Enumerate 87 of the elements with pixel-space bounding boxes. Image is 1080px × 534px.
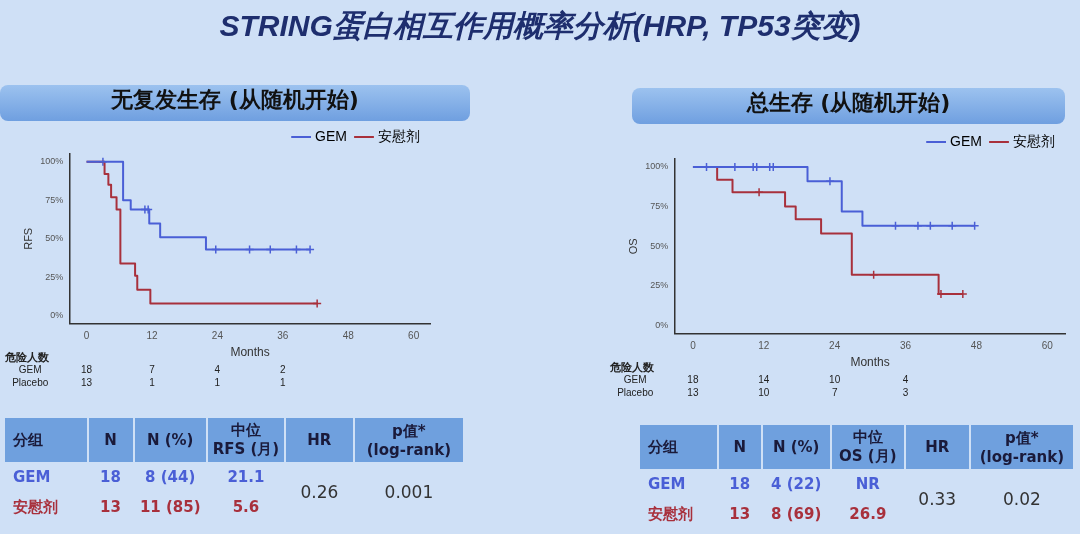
x-tick-label: 36 [277,330,289,342]
x-tick-label: 0 [83,330,90,342]
text: GEM [18,364,42,375]
text: 18 [99,467,122,488]
text: 中位 RFS (月) [206,418,285,462]
text: 危险人数 [610,360,654,375]
text: N [718,425,762,469]
text: HR [904,425,970,469]
text: GEM [12,467,52,488]
text: 18 [687,374,699,385]
text: 21.1 [226,467,266,488]
y-tick-label: 100% [645,161,669,172]
x-tick-label: 48 [970,340,983,352]
legend-label: GEM [315,127,347,144]
text: 0.02 [1001,488,1042,511]
text: GEM [623,374,647,385]
x-tick-label: 12 [758,340,770,352]
text: 11 (85) [138,497,202,518]
text: 中位 OS (月) [830,425,905,469]
x-tick-label: 24 [829,340,841,352]
text: 10 [758,387,770,398]
text: 0.001 [383,481,435,504]
text: 26.9 [848,504,888,525]
x-tick-label: 36 [899,340,912,352]
text: 1 [214,377,221,388]
text: N [87,418,134,462]
text: GEM [647,474,687,495]
y-axis-title: RFS [21,227,34,250]
text: 3 [902,387,909,398]
legend-label: GEM [950,132,982,149]
y-tick-label: 25% [650,280,669,291]
text: 1 [280,377,286,388]
text: p值* (log-rank) [969,425,1074,469]
x-tick-label: 48 [342,330,355,342]
y-tick-label: 100% [40,156,64,167]
text: 危险人数 [5,350,49,365]
y-tick-label: 75% [45,194,64,205]
x-tick-label: 0 [690,340,697,352]
legend-label: 安慰剂 [378,127,420,144]
y-tick-label: 50% [45,233,64,244]
text: p值* (log-rank) [353,418,464,462]
text: 10 [829,374,841,385]
text: 2 [280,364,286,375]
text: 4 [214,364,221,375]
y-tick-label: 50% [650,240,669,251]
text: N (%) [761,425,831,469]
text: 0.33 [917,488,958,511]
text: 18 [81,364,93,375]
text: 18 [728,474,752,495]
y-tick-label: 0% [50,310,64,321]
text: 8 (69) [770,504,823,525]
text: 13 [728,504,752,525]
y-tick-label: 0% [655,320,669,331]
text: N (%) [133,418,207,462]
text: 1 [149,377,155,388]
x-axis-title: Months [850,355,890,370]
text: 4 (22) [770,474,823,495]
text: 分组 [5,418,88,462]
x-tick-label: 60 [408,330,420,342]
text: 7 [831,387,838,398]
text: 13 [687,387,699,398]
y-tick-label: 25% [45,271,64,282]
text: 8 (44) [144,467,197,488]
text: 4 [902,374,909,385]
text: Placebo [617,387,654,398]
x-axis-title: Months [230,345,270,360]
legend-label: 安慰剂 [1013,132,1055,149]
text: 14 [758,374,770,385]
text: 安慰剂 [12,496,59,518]
x-tick-label: 60 [1041,340,1054,352]
text: 分组 [640,425,719,469]
chart-title: 总生存 (从随机开始) [632,88,1065,124]
x-tick-label: 12 [146,330,158,342]
text: Placebo [12,377,49,388]
chart-title: 无复发生存 (从随机开始) [0,85,470,121]
x-tick-label: 24 [211,330,224,342]
text: 13 [99,497,122,518]
y-tick-label: 75% [650,201,669,212]
text: STRING蛋白相互作用概率分析(HRP, TP53突变) [218,8,862,44]
text: 13 [81,377,93,388]
y-axis-title: OS [626,238,639,255]
text: 安慰剂 [647,503,694,525]
text: 5.6 [231,497,261,518]
text: NR [854,474,881,495]
text: 7 [149,364,155,375]
text: HR [284,418,354,462]
text: 0.26 [299,481,340,504]
